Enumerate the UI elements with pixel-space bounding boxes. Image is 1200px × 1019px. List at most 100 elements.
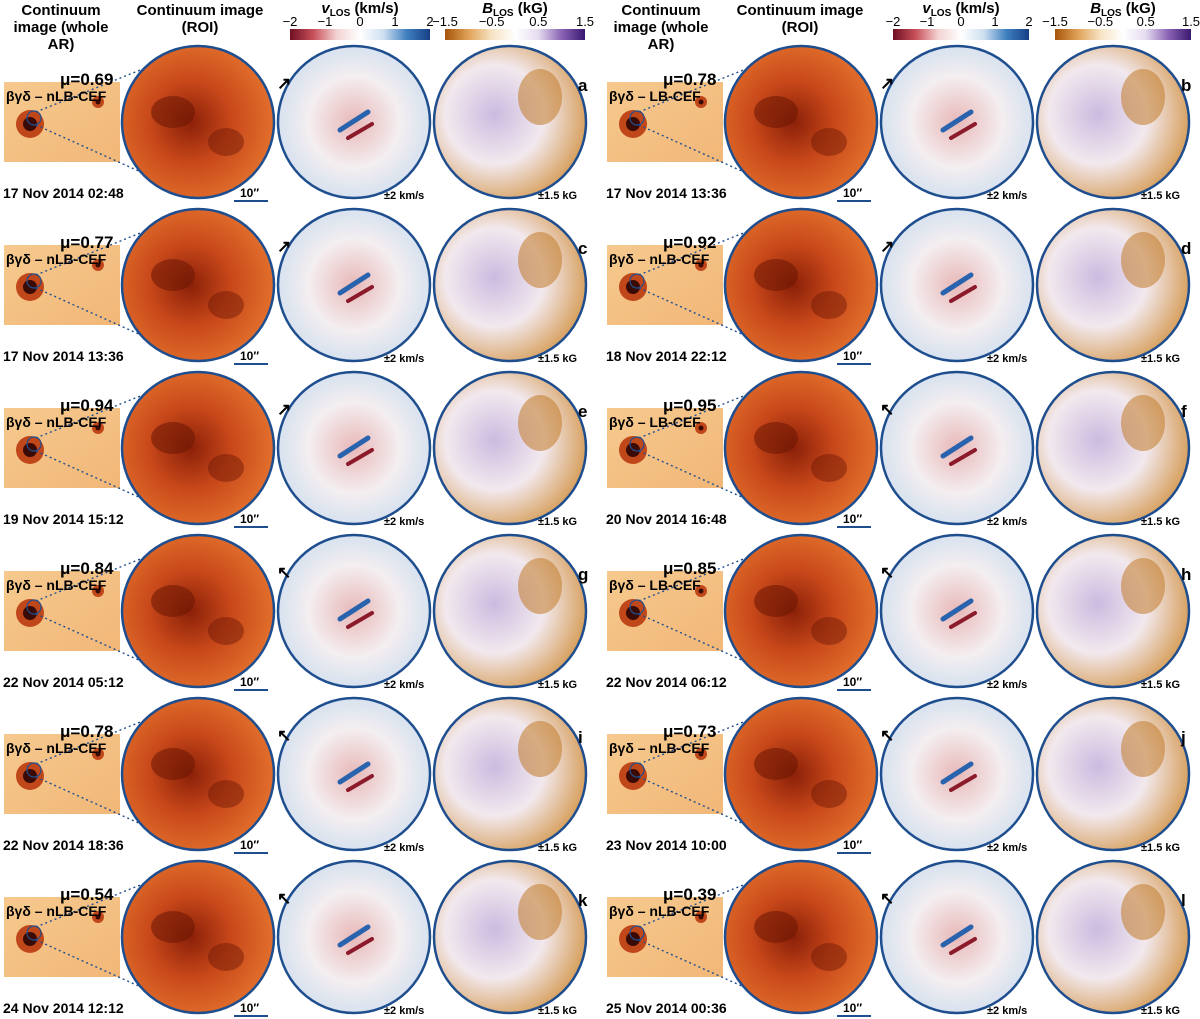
mu-value: μ=0.73 — [663, 722, 717, 741]
sunspot-small-umbra — [698, 262, 704, 268]
blos-negative-patch — [518, 395, 562, 451]
vlos-range-label: ±2 km/s — [384, 353, 425, 365]
vlos-feature-red — [346, 285, 374, 303]
vlos-feature-red — [949, 774, 977, 792]
blos-disk — [432, 533, 588, 689]
blos-disk — [1035, 533, 1191, 689]
umbra-patch — [208, 943, 244, 971]
classification-label: βγδ – nLB-CEF — [6, 740, 107, 756]
umbra-patch — [811, 780, 847, 808]
classification-label: βγδ – nLB-CEF — [6, 577, 107, 593]
vlos-feature-blue — [337, 109, 371, 133]
vlos-left-tick: 0 — [356, 14, 364, 29]
scale-bar-label: 10′′ — [843, 186, 863, 200]
continuum-roi-disk — [120, 859, 276, 1015]
umbra-patch — [151, 748, 195, 780]
vlos-left-tick: −2 — [282, 14, 298, 29]
umbra-patch — [754, 96, 798, 128]
vlos-range-label: ±2 km/s — [987, 353, 1028, 365]
sunspot-small-umbra — [95, 751, 101, 757]
roi-marker — [629, 110, 645, 126]
umbra-patch — [811, 291, 847, 319]
blos-right-tick: 1.5 — [1181, 14, 1200, 29]
blos-range-label: ±1.5 kG — [538, 353, 578, 365]
continuum-roi-disk — [120, 533, 276, 689]
scale-bar-label: 10′′ — [843, 675, 863, 689]
observation-date: 20 Nov 2014 16:48 — [606, 511, 727, 527]
vlos-range-label: ±2 km/s — [987, 842, 1028, 854]
umbra-patch — [151, 585, 195, 617]
header-roi-right: Continuum image (ROI) — [736, 2, 864, 36]
classification-label: βγδ – LB-CEF — [609, 414, 701, 430]
scale-bar — [234, 526, 268, 528]
blos-negative-patch — [518, 884, 562, 940]
blos-disk — [432, 696, 588, 852]
panel-letter: h — [1181, 565, 1192, 584]
sunspot-small-umbra — [95, 914, 101, 920]
mu-value: μ=0.77 — [60, 233, 114, 252]
blos-disk — [1035, 44, 1191, 200]
blos-title-right: BLOS (kG) — [1090, 0, 1156, 19]
roi-marker — [629, 599, 645, 615]
classification-label: βγδ – nLB-CEF — [609, 251, 710, 267]
classification-label: βγδ – nLB-CEF — [6, 903, 107, 919]
vlos-feature-blue — [337, 598, 371, 622]
sunspot-small-umbra — [95, 262, 101, 268]
vlos-feature-red — [949, 285, 977, 303]
observation-date: 17 Nov 2014 13:36 — [3, 348, 124, 364]
umbra-patch — [151, 259, 195, 291]
orientation-arrow: ↖ — [880, 726, 895, 745]
umbra-patch — [811, 617, 847, 645]
scale-bar-label: 10′′ — [240, 512, 260, 526]
orientation-arrow: ↖ — [277, 563, 292, 582]
observation-date: 17 Nov 2014 02:48 — [3, 185, 124, 201]
blos-range-label: ±1.5 kG — [538, 842, 578, 854]
sunspot-small-umbra — [698, 588, 704, 594]
roi-marker — [629, 273, 645, 289]
scale-bar — [837, 852, 871, 854]
vlos-left-tick: 2 — [426, 14, 434, 29]
scale-bar — [837, 1015, 871, 1017]
vlos-right-tick: 0 — [957, 14, 965, 29]
vlos-range-label: ±2 km/s — [384, 679, 425, 691]
vlos-range-label: ±2 km/s — [384, 1005, 425, 1017]
scale-bar — [837, 526, 871, 528]
vlos-feature-blue — [337, 761, 371, 785]
vlos-right-tick: 1 — [991, 14, 999, 29]
panel-letter: a — [578, 76, 588, 95]
roi-marker — [629, 436, 645, 452]
orientation-arrow: ↖ — [277, 726, 292, 745]
continuum-roi-disk — [120, 44, 276, 200]
vlos-range-label: ±2 km/s — [987, 1005, 1028, 1017]
vlos-feature-red — [346, 448, 374, 466]
umbra-patch — [151, 96, 195, 128]
blos-negative-patch — [1121, 395, 1165, 451]
continuum-roi-disk — [120, 370, 276, 526]
orientation-arrow: ↖ — [880, 563, 895, 582]
blos-disk — [432, 44, 588, 200]
umbra-patch — [151, 911, 195, 943]
sunspot-small-umbra — [698, 425, 704, 431]
umbra-patch — [811, 128, 847, 156]
roi-marker — [26, 762, 42, 778]
blos-disk — [432, 207, 588, 363]
header-whole-ar-left: Continuum image (whole AR) — [13, 2, 109, 53]
blos-colorbar-right — [1055, 29, 1191, 40]
blos-disk — [1035, 859, 1191, 1015]
scale-bar-label: 10′′ — [240, 1001, 260, 1015]
observation-date: 17 Nov 2014 13:36 — [606, 185, 727, 201]
blos-disk — [1035, 696, 1191, 852]
blos-disk — [1035, 207, 1191, 363]
continuum-roi-disk — [723, 370, 879, 526]
blos-left-tick: 1.5 — [575, 14, 595, 29]
blos-range-label: ±1.5 kG — [1141, 1005, 1181, 1017]
vlos-right-tick: 2 — [1025, 14, 1033, 29]
mu-value: μ=0.84 — [60, 559, 114, 578]
classification-label: βγδ – nLB-CEF — [6, 251, 107, 267]
observation-date: 19 Nov 2014 15:12 — [3, 511, 124, 527]
blos-left-tick: −0.5 — [478, 14, 505, 29]
classification-label: βγδ – nLB-CEF — [609, 740, 710, 756]
scale-bar-label: 10′′ — [843, 512, 863, 526]
roi-marker — [629, 925, 645, 941]
